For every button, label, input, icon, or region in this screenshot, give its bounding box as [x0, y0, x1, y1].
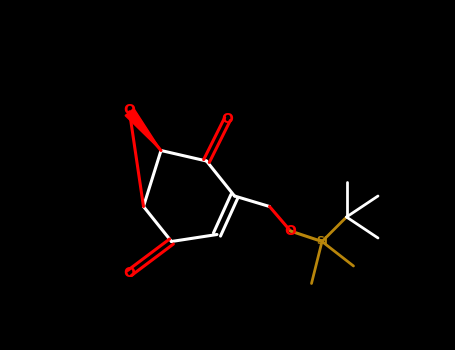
Text: O: O [124, 266, 136, 280]
Text: O: O [222, 112, 233, 126]
Text: O: O [284, 224, 297, 238]
Text: Si: Si [316, 237, 328, 246]
Polygon shape [125, 108, 161, 150]
Text: O: O [124, 103, 136, 117]
